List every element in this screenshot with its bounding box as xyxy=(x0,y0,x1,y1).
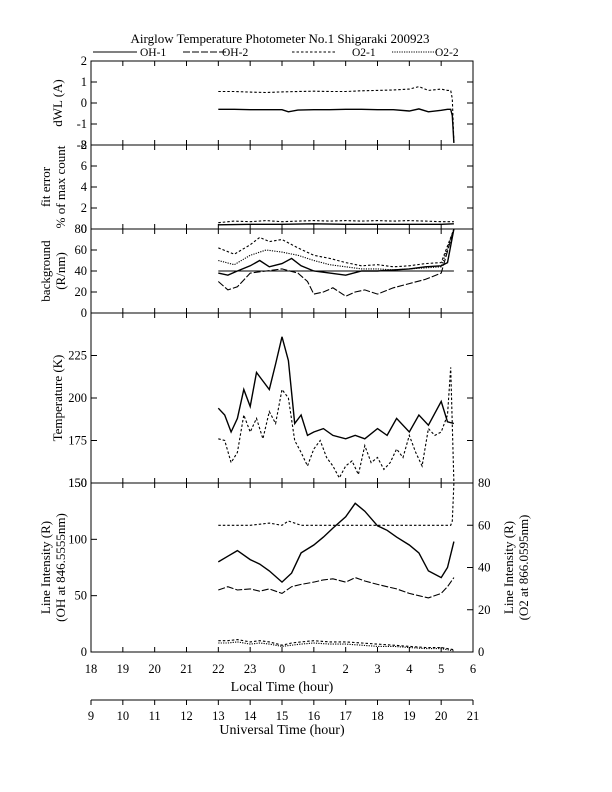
y-tick-label: 0 xyxy=(81,96,87,110)
local-time-tick-label: 5 xyxy=(438,662,444,676)
y2-tick-label: 0 xyxy=(478,645,484,659)
series-line-oh-1 xyxy=(218,108,455,143)
legend-label: OH-2 xyxy=(222,47,248,59)
y-tick-label: 200 xyxy=(68,391,87,405)
local-time-tick-label: 6 xyxy=(470,662,476,676)
time-axes: Local Time (hour) Universal Time (hour) … xyxy=(85,662,480,738)
y-tick-label: 2 xyxy=(81,201,87,215)
y2-tick-label: 80 xyxy=(478,476,491,490)
y2-tick-label: 60 xyxy=(478,518,491,532)
y-tick-label: -2 xyxy=(77,138,87,152)
universal-time-tick-label: 13 xyxy=(212,709,225,723)
y-tick-label: 50 xyxy=(75,589,88,603)
universal-time-tick-label: 20 xyxy=(435,709,448,723)
y-tick-label: 8 xyxy=(81,138,87,152)
local-time-tick-label: 4 xyxy=(406,662,413,676)
y-axis-label: % of max count xyxy=(53,145,68,228)
y-tick-label: 40 xyxy=(75,264,88,278)
panel-fit-error: 0 2 4 6 8 fit error% of max count xyxy=(38,138,474,236)
y-axis-label: (OH at 846.5555nm) xyxy=(53,513,68,622)
y-tick-label: 150 xyxy=(68,476,87,490)
universal-time-axis-label: Universal Time (hour) xyxy=(219,723,345,738)
panel-background: 0 20 40 60 80 background (R/nm) xyxy=(38,222,474,320)
series-line-o2-1 xyxy=(218,367,455,484)
y-tick-label: 100 xyxy=(68,532,87,546)
series-line-o2-1 xyxy=(218,86,455,143)
local-time-tick-label: 3 xyxy=(374,662,380,676)
series-line-oh-2 xyxy=(217,228,455,297)
universal-time-tick-label: 9 xyxy=(88,709,94,723)
legend-label: O2-1 xyxy=(352,47,376,59)
series-line-o2-2 xyxy=(218,641,454,652)
universal-time-tick-label: 11 xyxy=(149,709,161,723)
local-time-tick-label: 22 xyxy=(212,662,225,676)
local-time-tick-label: 2 xyxy=(343,662,349,676)
y-tick-label: 60 xyxy=(75,243,88,257)
legend-label: OH-1 xyxy=(140,47,166,59)
y-axis-label: background xyxy=(38,240,53,302)
y-tick-label: 80 xyxy=(75,222,88,236)
universal-time-tick-label: 15 xyxy=(276,709,289,723)
y-tick-label: 0 xyxy=(81,306,87,320)
series-line-o2-2 xyxy=(218,228,455,271)
y-axis-label: Temperature (K) xyxy=(50,355,65,442)
y-tick-label: -1 xyxy=(77,117,87,131)
y-tick-label: 0 xyxy=(81,222,87,236)
legend: OH-1 OH-2 O2-1 O2-2 xyxy=(93,47,459,59)
panels: -2 -1 0 1 2 dWL (A) 0 2 4 6 8 fit error% of max cou… xyxy=(38,54,531,659)
y-tick-label: 6 xyxy=(81,159,87,173)
legend-label: O2-2 xyxy=(435,47,459,59)
local-time-axis-label: Local Time (hour) xyxy=(231,680,334,695)
universal-time-tick-label: 12 xyxy=(180,709,193,723)
universal-time-tick-label: 10 xyxy=(117,709,130,723)
panel-frame xyxy=(90,60,474,146)
series-line-oh-1 xyxy=(217,502,455,584)
y2-tick-label: 40 xyxy=(478,561,491,575)
figure-title: Airglow Temperature Photometer No.1 Shig… xyxy=(131,31,430,46)
series-line-o2-1 xyxy=(218,220,454,224)
y-tick-label: 0 xyxy=(81,645,87,659)
y-tick-label: 225 xyxy=(68,349,87,363)
y-tick-label: 4 xyxy=(81,180,88,194)
y2-tick-label: 20 xyxy=(478,603,491,617)
local-time-tick-label: 0 xyxy=(279,662,285,676)
y-tick-label: 20 xyxy=(75,285,88,299)
y2-axis-label: Line Intensity (R) xyxy=(501,521,516,614)
series-line-oh-1 xyxy=(217,336,455,440)
universal-time-tick-label: 16 xyxy=(308,709,321,723)
panel-dwl: -2 -1 0 1 2 dWL (A) xyxy=(50,54,474,152)
series-line-o2-1 xyxy=(218,228,455,268)
y2-axis-label: (O2 at 866.0595nm) xyxy=(516,515,531,621)
panel-frame xyxy=(90,144,474,230)
universal-time-tick-label: 14 xyxy=(244,709,257,723)
local-time-tick-label: 1 xyxy=(311,662,317,676)
series-line-o2-1 xyxy=(218,639,454,651)
local-time-tick-label: 20 xyxy=(148,662,161,676)
y-axis-label: Line Intensity (R) xyxy=(38,521,53,614)
local-time-tick-label: 19 xyxy=(117,662,130,676)
y-axis-label: (R/nm) xyxy=(53,252,68,290)
y-tick-label: 1 xyxy=(81,75,87,89)
y-tick-label: 2 xyxy=(81,54,87,68)
universal-time-tick-label: 21 xyxy=(467,709,480,723)
local-time-tick-label: 23 xyxy=(244,662,257,676)
universal-time-tick-label: 18 xyxy=(371,709,384,723)
series-line-reference xyxy=(218,482,455,526)
universal-time-tick-label: 19 xyxy=(403,709,416,723)
y-axis-label: dWL (A) xyxy=(50,79,65,127)
series-line-oh-1 xyxy=(218,223,454,226)
local-time-tick-label: 18 xyxy=(85,662,98,676)
y-axis-label: fit error xyxy=(38,166,53,207)
series-line-oh-2 xyxy=(218,577,455,599)
y-tick-label: 175 xyxy=(68,434,87,448)
series-line-oh-1 xyxy=(218,228,455,276)
local-time-tick-label: 21 xyxy=(180,662,193,676)
panel-frame xyxy=(90,482,474,653)
universal-time-tick-label: 17 xyxy=(339,709,352,723)
y-tick-label: 150 xyxy=(68,476,87,490)
